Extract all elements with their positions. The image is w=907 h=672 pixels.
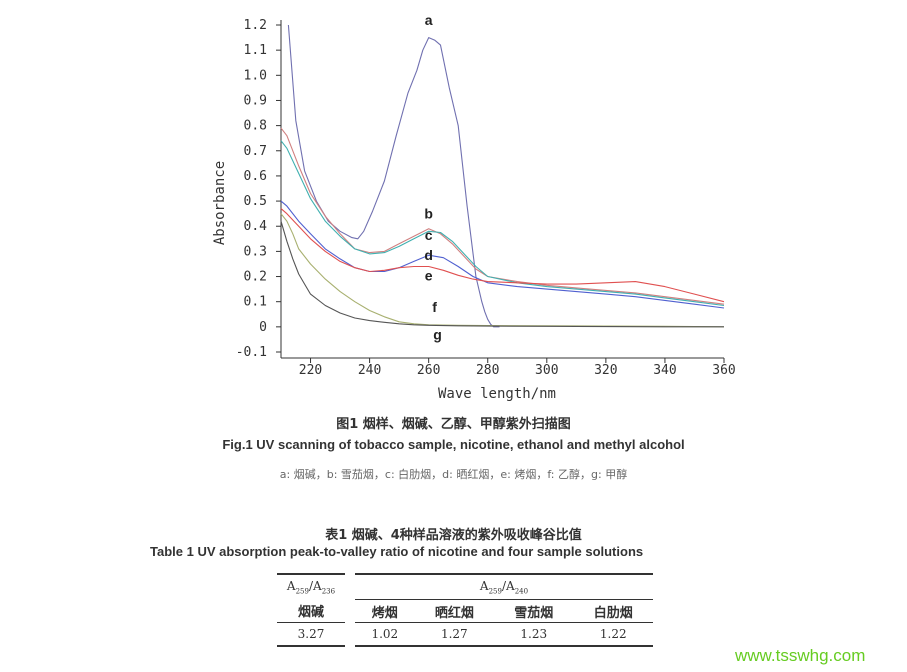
series-line-c (280, 140, 725, 307)
header-right-a: A (479, 578, 489, 593)
table-title-cn: 表1 烟碱、4种样品溶液的紫外吸收峰谷比值 (325, 528, 582, 543)
y-tick-label: 1.2 (244, 18, 267, 33)
y-tick-label: 1.0 (244, 68, 267, 83)
header-right-sub1: 259 (488, 587, 502, 596)
y-ticks: -0.1 0 0.1 0.2 0.3 0.4 0.5 0.6 0.7 0.8 0.9 1.0 1.1 1.… (236, 18, 281, 360)
y-tick-label: 0.3 (244, 244, 267, 259)
y-tick-label: 0.7 (244, 144, 267, 159)
cell-cigar: 1.23 (520, 627, 548, 641)
x-tick-label: 260 (417, 363, 440, 378)
curve-label-e: e (425, 267, 433, 283)
axes (280, 20, 724, 359)
x-tick-label: 240 (358, 363, 381, 378)
series-line-g (280, 221, 724, 328)
table-header-row-1: A259/A236 A259/A240 (277, 574, 653, 600)
col-header-burley: 白肋烟 (573, 599, 653, 623)
table-header-row-2: 烟碱 烤烟 晒红烟 雪茄烟 白肋烟 (277, 599, 653, 623)
header-right-slash: / (501, 578, 507, 593)
col-header-flue-cured: 烤烟 (345, 599, 415, 623)
series-line-f (280, 213, 725, 328)
header-left-slash: / (308, 579, 314, 594)
series-line-e (280, 208, 725, 303)
header-right-sub2: 240 (514, 587, 529, 596)
header-ratio-nicotine: A259/A236 (277, 574, 350, 600)
figure-caption-cn: 图1 烟样、烟碱、乙醇、甲醇紫外扫描图 (336, 417, 571, 432)
cell-nicotine: 3.27 (297, 627, 325, 641)
header-left-sub1: 259 (295, 587, 309, 596)
y-tick-label: 0.8 (244, 119, 267, 134)
cell-sun-cured: 1.27 (440, 627, 468, 641)
figure-legend-text: a: 烟碱，b: 雪茄烟，c: 白肋烟，d: 晒红烟，e: 烤烟，f: 乙醇，g… (279, 468, 628, 481)
cell-burley: 1.22 (599, 627, 627, 641)
x-tick-label: 220 (299, 363, 322, 378)
ratio-table: A259/A236 A259/A240 烟碱 烤烟 晒红烟 雪茄烟 白肋烟 3.… (277, 573, 653, 647)
y-tick-label: 0 (259, 320, 267, 335)
series-line-b (280, 127, 725, 305)
curve-label-b: b (424, 206, 433, 222)
uv-absorbance-chart: -0.1 0 0.1 0.2 0.3 0.4 0.5 0.6 0.7 0.8 0.9 1.0 1.1 1.… (212, 12, 736, 402)
series-lines (280, 24, 725, 328)
col-header-cigar: 雪茄烟 (494, 599, 574, 623)
y-tick-label: 1.1 (244, 43, 267, 58)
y-tick-label: -0.1 (236, 345, 267, 360)
y-tick-label: 0.2 (244, 270, 267, 285)
x-axis-label: Wave length/nm (438, 386, 556, 402)
x-tick-label: 360 (712, 363, 735, 378)
col-header-nicotine: 烟碱 (277, 599, 350, 623)
header-left-b: A (313, 579, 322, 594)
y-axis-label: Absorbance (212, 161, 228, 245)
header-left-sub2: 236 (321, 587, 336, 596)
table-row: 3.27 1.02 1.27 1.23 1.22 (277, 622, 653, 646)
curve-label-d: d (424, 247, 433, 263)
series-line-a (287, 24, 500, 328)
y-tick-label: 0.1 (244, 295, 267, 310)
cell-flue-cured: 1.02 (345, 622, 415, 646)
series-line-d (280, 200, 725, 309)
table-title-en: Table 1 UV absorption peak-to-valley rat… (150, 544, 644, 559)
x-tick-label: 280 (476, 363, 499, 378)
y-tick-label: 0.6 (244, 169, 267, 184)
curve-label-g: g (433, 326, 442, 342)
figure-caption-en: Fig.1 UV scanning of tobacco sample, nic… (222, 437, 685, 452)
x-tick-label: 340 (653, 363, 676, 378)
col-header-sun-cured: 晒红烟 (414, 599, 495, 623)
x-tick-label: 300 (535, 363, 558, 378)
curve-label-f: f (432, 299, 437, 315)
y-tick-label: 0.5 (244, 194, 267, 209)
curve-label-a: a (425, 12, 433, 28)
y-tick-label: 0.4 (244, 219, 268, 234)
site-watermark: www.tsswhg.com (735, 646, 866, 665)
y-tick-label: 0.9 (244, 93, 267, 108)
header-left-a: A (286, 579, 296, 594)
curve-label-c: c (425, 227, 433, 243)
x-ticks: 220 240 260 280 300 320 340 360 (299, 358, 736, 378)
header-right-b: A (506, 578, 515, 593)
x-tick-label: 320 (594, 363, 617, 378)
header-ratio-samples: A259/A240 (345, 574, 653, 600)
